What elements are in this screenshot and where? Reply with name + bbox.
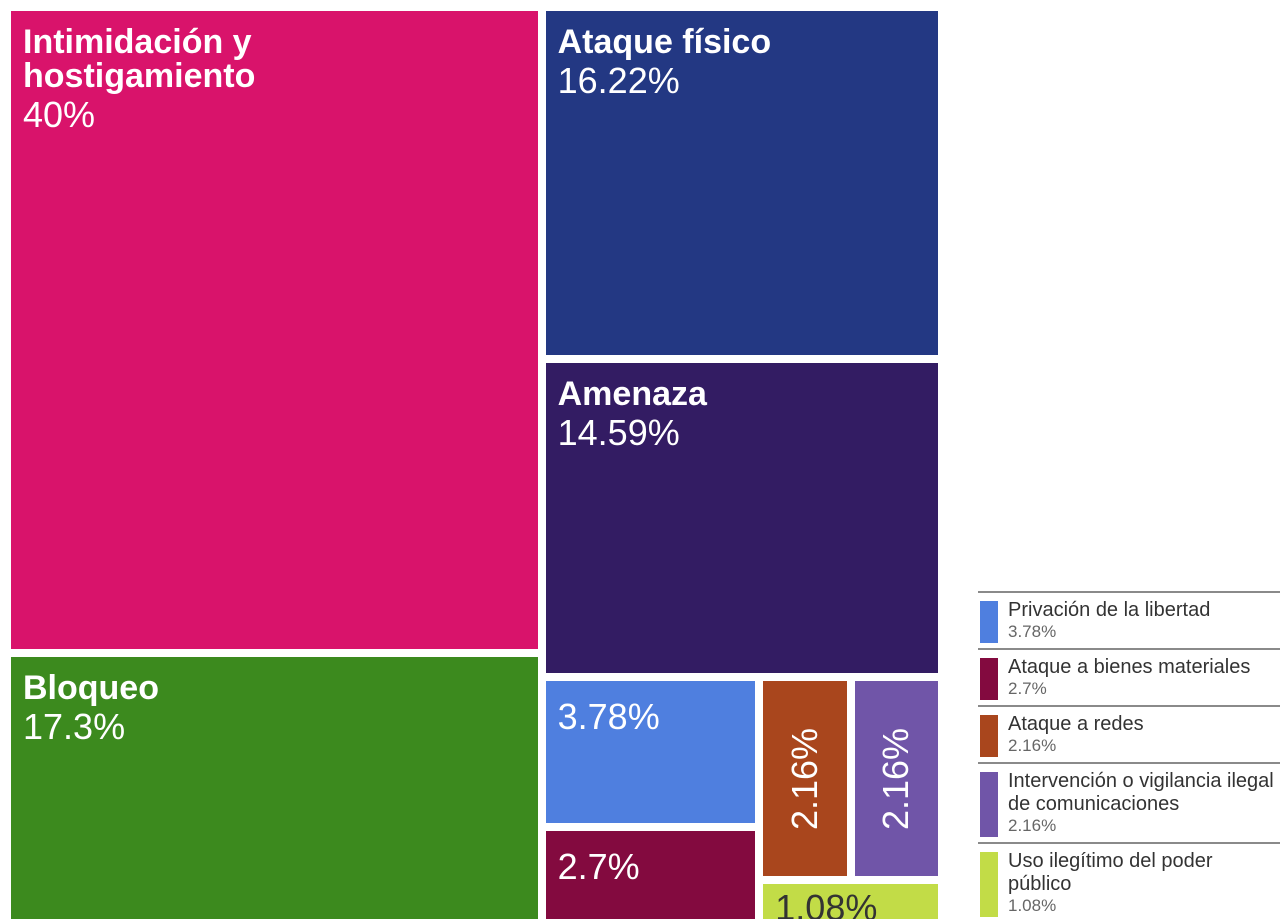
legend-value: 3.78% xyxy=(1008,622,1057,641)
legend-item: Ataque a bienes materiales 2.7% xyxy=(978,648,1280,702)
legend-item: Ataque a redes 2.16% xyxy=(978,705,1280,759)
legend-label: Uso ilegítimo del poder público xyxy=(1008,850,1213,895)
tile-value: 16.22% xyxy=(557,60,680,101)
legend: Privación de la libertad 3.78% Ataque a bi… xyxy=(978,0,1280,919)
tile-value: 2.16% xyxy=(783,727,825,830)
legend-swatch xyxy=(980,715,998,757)
tile: 2.16% xyxy=(854,680,938,877)
tile-label: Amenaza xyxy=(557,375,707,414)
tile-value: 3.78% xyxy=(557,695,660,737)
tile: 2.16% xyxy=(763,680,847,877)
legend-label: Ataque a bienes materiales xyxy=(1008,656,1251,678)
tile-label: Ataque físico xyxy=(557,23,772,61)
tile: Ataque físico 16.22% xyxy=(545,11,938,356)
tile: Amenaza 14.59% xyxy=(545,363,938,673)
legend-value: 2.16% xyxy=(1008,816,1057,835)
tile: Intimidación y hostigamiento 40% xyxy=(11,11,538,650)
legend-swatch xyxy=(980,658,998,700)
tile: 2.7% xyxy=(545,831,756,919)
legend-value: 2.16% xyxy=(1008,736,1057,755)
tile: 1.08% xyxy=(763,884,938,919)
tile-label: Bloqueo xyxy=(23,669,159,708)
tile-value: 2.16% xyxy=(875,727,917,830)
tile: 3.78% xyxy=(545,680,756,824)
tile-label: Intimidación y hostigamiento xyxy=(23,23,256,95)
tile-value: 17.3% xyxy=(23,706,126,748)
legend-swatch xyxy=(980,772,998,837)
legend-label: Privación de la libertad xyxy=(1008,599,1211,621)
legend-value: 1.08% xyxy=(1008,896,1057,915)
tile-value: 2.7% xyxy=(557,846,640,888)
tile-value: 14.59% xyxy=(557,412,680,454)
legend-item: Privación de la libertad 3.78% xyxy=(978,591,1280,645)
legend-swatch xyxy=(980,852,998,917)
tile-value: 1.08% xyxy=(775,887,878,919)
legend-item: Uso ilegítimo del poder público 1.08% xyxy=(978,842,1280,919)
legend-value: 2.7% xyxy=(1008,679,1047,698)
legend-label: Intervención o vigilancia ilegal de comu… xyxy=(1008,770,1274,815)
legend-swatch xyxy=(980,601,998,643)
tile-value: 40% xyxy=(23,94,96,135)
tile: Bloqueo 17.3% xyxy=(11,657,538,919)
legend-item: Intervención o vigilancia ilegal de comu… xyxy=(978,762,1280,839)
legend-label: Ataque a redes xyxy=(1008,713,1144,735)
